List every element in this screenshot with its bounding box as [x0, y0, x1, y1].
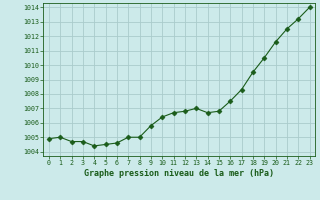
- X-axis label: Graphe pression niveau de la mer (hPa): Graphe pression niveau de la mer (hPa): [84, 169, 274, 178]
